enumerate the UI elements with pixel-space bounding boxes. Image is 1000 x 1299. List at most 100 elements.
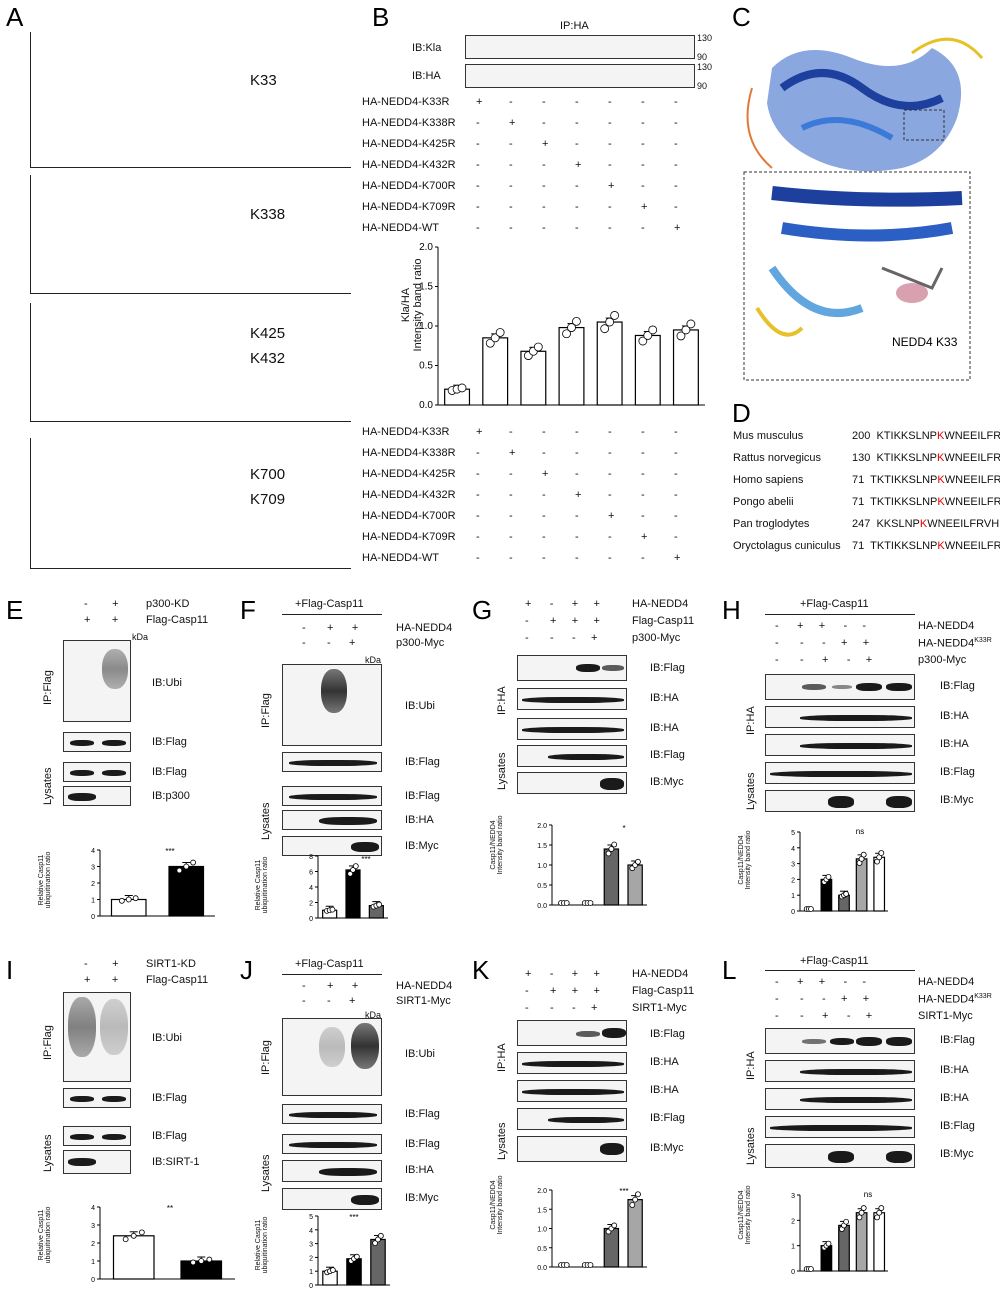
l-lys: Lysates [745, 1127, 757, 1165]
y-tick-label: 1 [309, 1269, 313, 1276]
data-point [858, 1209, 865, 1216]
condition-sign: - [542, 531, 546, 543]
k-lys: Lysates [496, 1122, 508, 1160]
blot-g-flag1 [517, 655, 627, 681]
y-tick-label: 1.0 [537, 1227, 547, 1234]
y-tick-label: 0.5 [419, 361, 433, 372]
data-point [635, 1191, 641, 1198]
panel-label-i: I [6, 955, 14, 985]
y-tick-label: 3 [309, 1242, 313, 1249]
condition-sign: - [641, 510, 645, 522]
chart-l: 0 1 2 3 ns [791, 1190, 888, 1276]
data-point [377, 1232, 384, 1239]
condition-sign: + [575, 159, 582, 171]
condition-sign: - [509, 201, 513, 213]
condition-sign: - [476, 201, 480, 213]
y-tick-label: 1.5 [537, 1207, 547, 1214]
lysine-k33: K [937, 474, 945, 486]
h-blot2: IB:HA [940, 710, 969, 722]
condition-sign: - [641, 159, 645, 171]
blot-k-flag1 [517, 1020, 627, 1046]
panel-label-g: G [472, 595, 493, 625]
condition-sign: - [674, 447, 678, 459]
condition-sign: + [509, 447, 516, 459]
seq-pre: KKSLNP [876, 518, 920, 530]
residue-number: 71 [852, 540, 871, 552]
f-lys: Lysates [260, 802, 272, 840]
y-tick-label: 4 [91, 1205, 95, 1212]
y-tick-label: 1 [91, 898, 95, 905]
bar [345, 869, 361, 919]
data-point [611, 841, 618, 848]
data-point [176, 867, 183, 874]
bar [627, 864, 643, 906]
blot-f-ha [282, 810, 382, 830]
condition-sign: + [575, 489, 582, 501]
f-signs2: - - + [302, 637, 356, 649]
data-point [563, 1262, 570, 1268]
l-blot4: IB:Flag [940, 1120, 975, 1132]
h-blot5: IB:Myc [940, 794, 974, 806]
k-blot2: IB:HA [650, 1056, 679, 1068]
data-point [329, 1267, 336, 1273]
residue-number: 71 [852, 496, 871, 508]
seq-post: WNEEILFRV [944, 496, 1000, 508]
condition-sign: - [608, 447, 612, 459]
g-lys: Lysates [496, 752, 508, 790]
h-ip: IP:HA [745, 706, 757, 735]
blot-g-ha2 [517, 718, 627, 740]
e-signs1: - + [84, 598, 119, 610]
data-point [350, 867, 356, 873]
condition-sign: + [608, 180, 615, 192]
condition-sign: + [641, 201, 648, 213]
g-cond3: p300-Myc [632, 632, 681, 644]
condition-label: HA-NEDD4-K33R [362, 426, 450, 438]
condition-sign: - [641, 426, 645, 438]
y-tick-label: 4 [309, 1228, 313, 1235]
y-tick-label: 4 [309, 885, 313, 892]
species-name: Homo sapiens [733, 474, 804, 486]
condition-sign: - [575, 117, 579, 129]
data-point [632, 1196, 639, 1203]
condition-sign: - [476, 447, 480, 459]
bar [873, 856, 886, 912]
site-label-k33: K33 [250, 72, 277, 89]
blot-f-flag2 [282, 786, 382, 806]
ms-spectrum-1 [30, 32, 351, 168]
data-point [856, 1214, 863, 1221]
seq-pre: TKTIKKSLNP [870, 496, 938, 508]
l-cond3: SIRT1-Myc [918, 1010, 973, 1022]
panel-label-c: C [732, 2, 751, 32]
y-tick-label: 2 [91, 881, 95, 888]
condition-sign: - [476, 510, 480, 522]
y-tick-label: 2 [309, 901, 313, 908]
species-name: Rattus norvegicus [733, 452, 822, 464]
condition-sign: - [575, 510, 579, 522]
j-blot3: IB:Flag [405, 1138, 440, 1150]
condition-sign: - [641, 552, 645, 564]
seq-pre: TKTIKKSLNP [870, 540, 938, 552]
bar [596, 321, 623, 406]
condition-sign: - [542, 426, 546, 438]
condition-sign: - [608, 222, 612, 234]
species-name: Pongo abelii [733, 496, 794, 508]
blot-b-kla [465, 35, 695, 59]
h-lys: Lysates [745, 772, 757, 810]
condition-sign: - [674, 96, 678, 108]
y-tick-label: 0 [309, 1283, 313, 1290]
j-lys: Lysates [260, 1154, 272, 1192]
k-signs3: - - - + [525, 1002, 598, 1014]
j-blot4: IB:HA [405, 1164, 434, 1176]
condition-label: HA-NEDD4-K700R [362, 180, 456, 192]
y-tick-label: 2 [91, 1241, 95, 1248]
y-tick-label: 1 [791, 893, 795, 900]
blot-f-ubi [282, 664, 382, 746]
blot-l-ha1 [765, 1060, 915, 1082]
y-tick-label: 2 [309, 1255, 313, 1262]
y-tick-label: 2.0 [419, 242, 433, 253]
j-blot2: IB:Flag [405, 1108, 440, 1120]
bar [370, 1238, 386, 1286]
species-name: Mus musculus [733, 430, 804, 442]
data-point [563, 900, 570, 906]
condition-sign: - [608, 552, 612, 564]
